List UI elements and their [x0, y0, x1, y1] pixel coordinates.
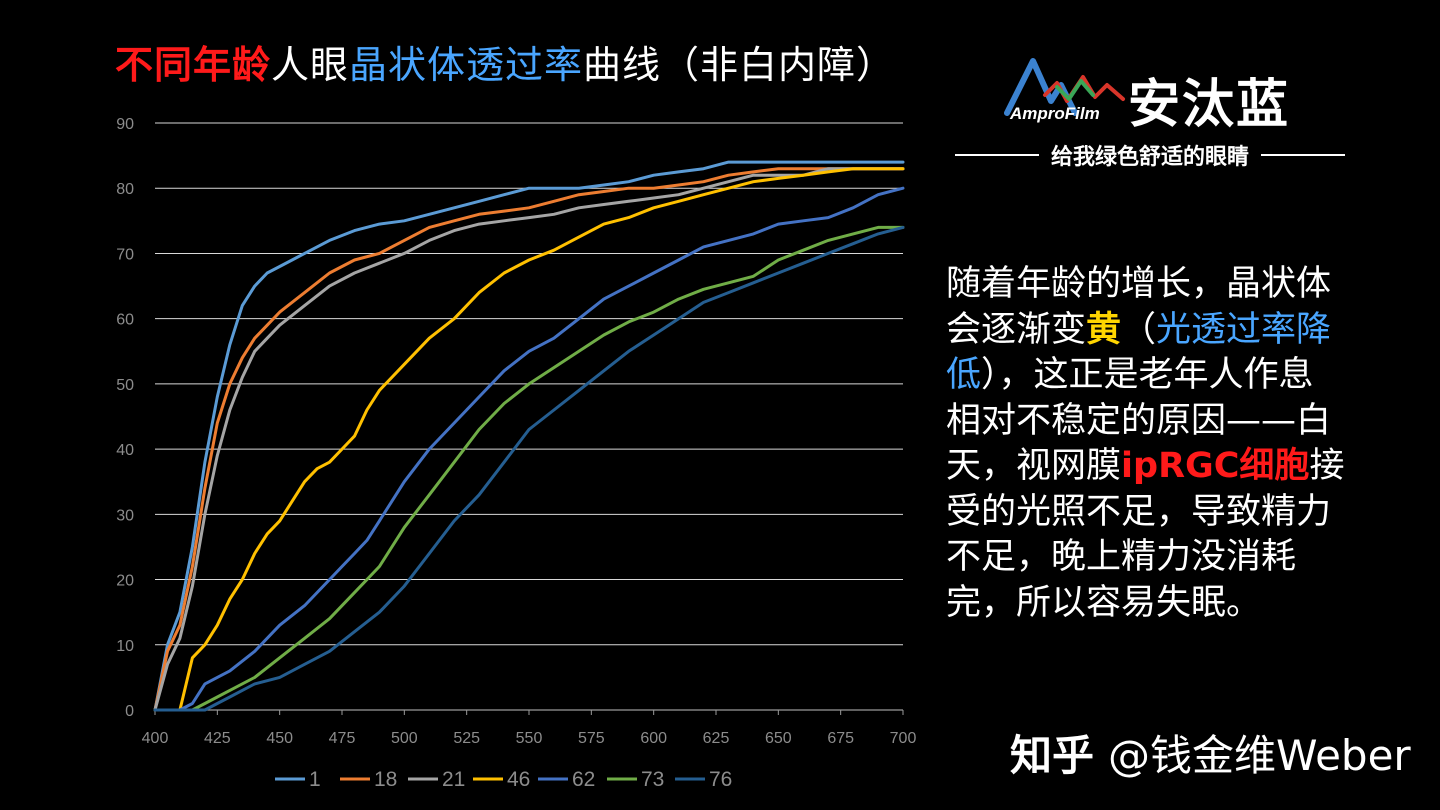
y-tick-label: 10: [116, 638, 134, 655]
x-tick-label: 700: [890, 730, 917, 747]
x-tick-label: 525: [453, 730, 480, 747]
chart-title: 不同年龄人眼晶状体透过率曲线（非白内障）: [115, 34, 895, 89]
y-tick-label: 30: [116, 507, 134, 524]
y-tick-label: 70: [116, 246, 134, 263]
y-axis-ticks: 0 10 20 30 40 50 60 70 80 90: [116, 116, 134, 720]
desc-highlight-iprgc: ipRGC细胞: [1121, 446, 1310, 486]
chart-series: [153, 160, 905, 712]
y-tick-label: 60: [116, 312, 134, 329]
desc-highlight-yellow: 黄: [1086, 309, 1122, 350]
x-tick-label: 600: [640, 730, 667, 747]
x-tick-label: 500: [391, 730, 418, 747]
desc-segment-3: （: [1121, 309, 1157, 350]
legend-label: 46: [507, 768, 530, 791]
logo-brand-text: AmproFilm: [1010, 104, 1100, 123]
y-tick-label: 0: [125, 703, 134, 720]
legend-label: 73: [641, 768, 664, 791]
logo-slogan: 给我绿色舒适的眼睛: [1051, 145, 1250, 170]
legend-item-76[interactable]: 76: [675, 768, 732, 791]
logo-wave-green: [1055, 79, 1095, 101]
legend-item-1[interactable]: 1: [275, 768, 321, 791]
legend-label: 18: [374, 768, 397, 791]
x-tick-label: 400: [142, 730, 169, 747]
logo-wave-red: [1043, 75, 1125, 103]
legend-label: 1: [309, 768, 321, 791]
legend-item-21[interactable]: 21: [408, 768, 465, 791]
series-line-76: [153, 225, 905, 712]
logo-slogan-row: 给我绿色舒适的眼睛: [955, 140, 1346, 170]
watermark-zhihu: 知乎: [1010, 731, 1095, 780]
x-tick-label: 550: [516, 730, 543, 747]
legend-label: 62: [572, 768, 595, 791]
slogan-line-left: [955, 154, 1039, 156]
title-part-curve: 曲线（非白内障）: [583, 43, 896, 87]
watermark-handle: @钱金维Weber: [1108, 731, 1411, 780]
legend-item-46[interactable]: 46: [473, 768, 530, 791]
y-tick-label: 50: [116, 377, 134, 394]
series-line-21: [153, 167, 905, 712]
chart-legend[interactable]: 1 18 21 46 62 73 76: [275, 768, 732, 791]
y-tick-label: 40: [116, 442, 134, 459]
x-tick-label: 450: [266, 730, 293, 747]
desc-highlight-transmittance: 光透过率降低: [946, 309, 1332, 396]
title-part-lens: 晶状体透过率: [349, 43, 584, 87]
y-tick-label: 20: [116, 573, 134, 590]
desc-segment-7: 接受的光照不足，导致精力不足，晚上精力没消耗完，所以容易失眠。: [946, 446, 1345, 623]
description-text: 随着年龄的增长，晶状体会逐渐变黄（光透过率降低），这正是老年人作息相对不稳定的原…: [946, 262, 1346, 626]
y-tick-label: 90: [116, 116, 134, 133]
x-axis-ticks: 400 425 450 475 500 525 550 575 600 625 650 675 700: [142, 710, 917, 747]
legend-item-18[interactable]: 18: [340, 768, 397, 791]
x-tick-label: 625: [703, 730, 730, 747]
series-line-46: [153, 167, 905, 712]
legend-item-73[interactable]: 73: [607, 768, 664, 791]
desc-segment-5: ），这正是老年人作息相对不稳定的原因——白天，视网膜: [946, 355, 1332, 486]
series-line-73: [153, 225, 905, 712]
legend-item-62[interactable]: 62: [538, 768, 595, 791]
title-part-eye: 人眼: [271, 43, 350, 87]
logo-chinese-name: 安汰蓝: [1128, 74, 1291, 135]
x-tick-label: 425: [204, 730, 231, 747]
legend-label: 76: [709, 768, 732, 791]
series-line-1: [153, 160, 905, 712]
series-line-18: [153, 167, 905, 712]
legend-label: 21: [442, 768, 465, 791]
amprofilm-logo-mark: [1004, 58, 1125, 116]
x-tick-label: 575: [578, 730, 605, 747]
watermark: 知乎 @钱金维Weber: [1010, 722, 1411, 783]
x-tick-label: 675: [827, 730, 854, 747]
series-line-62: [153, 186, 905, 712]
y-tick-label: 80: [116, 181, 134, 198]
x-tick-label: 650: [765, 730, 792, 747]
slogan-line-right: [1261, 154, 1346, 156]
desc-segment-1: 随着年龄的增长，晶状体会逐渐变: [946, 264, 1332, 350]
chart-grid: [155, 122, 903, 711]
title-part-ages: 不同年龄: [115, 43, 272, 87]
x-tick-label: 475: [329, 730, 356, 747]
